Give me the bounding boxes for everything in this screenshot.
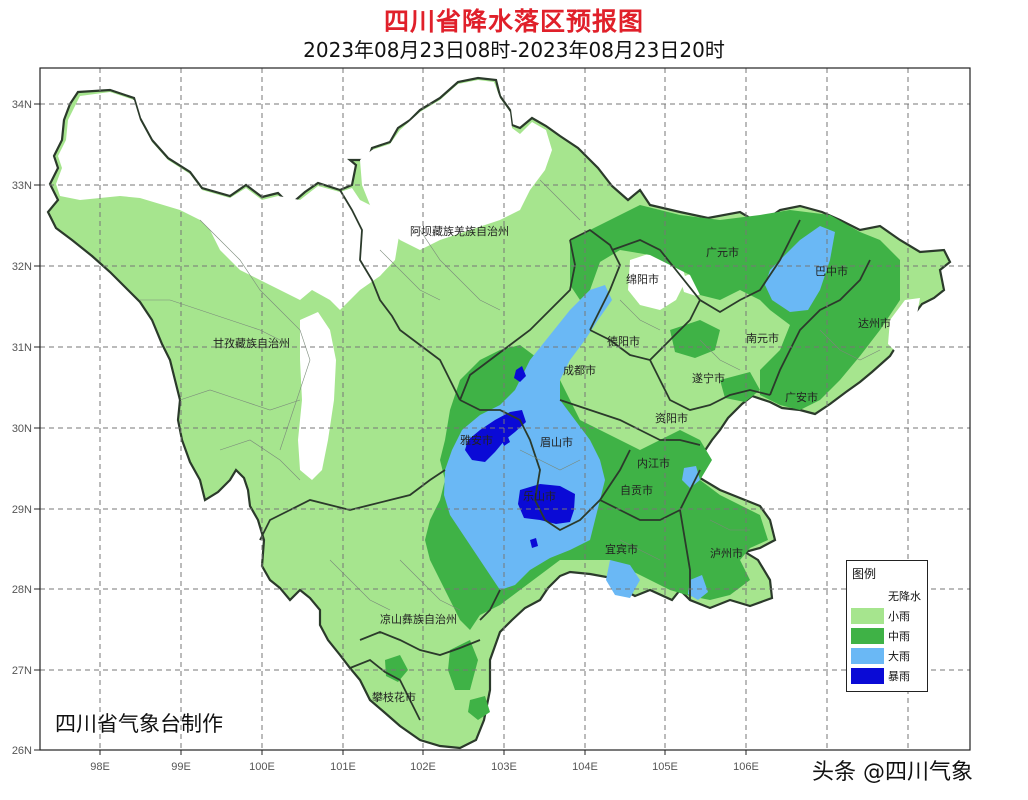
lon-label: 98E [90, 761, 110, 773]
city-label: 自贡市 [620, 483, 653, 497]
city-label: 攀枝花市 [372, 690, 416, 704]
legend-label: 中雨 [888, 630, 910, 643]
longitude-labels: 98E 99E 100E 101E 102E 103E 104E 105E 10… [90, 761, 759, 773]
lat-label: 29N [12, 504, 32, 516]
legend-swatch [851, 608, 884, 624]
lat-label: 32N [12, 261, 32, 273]
lat-label: 34N [12, 99, 32, 111]
city-label: 广元市 [706, 245, 739, 259]
legend: 图例 无降水 小雨 中雨 大雨 暴雨 [846, 560, 928, 692]
city-label: 巴中市 [815, 264, 848, 278]
legend-swatch [851, 648, 884, 664]
legend-item-light-rain: 小雨 [851, 607, 927, 625]
lon-label: 104E [572, 761, 598, 773]
lat-label: 28N [12, 584, 32, 596]
lon-label: 99E [171, 761, 191, 773]
legend-swatch [851, 588, 884, 604]
legend-item-moderate-rain: 中雨 [851, 627, 927, 645]
lon-label: 103E [491, 761, 517, 773]
city-label: 遂宁市 [692, 371, 725, 385]
city-label: 宜宾市 [605, 542, 638, 556]
city-label: 南元市 [746, 331, 779, 345]
city-label: 眉山市 [540, 435, 573, 449]
place-labels: 阿坝藏族羌族自治州 甘孜藏族自治州 广元市 巴中市 绵阳市 达州市 德阳市 南元… [213, 224, 891, 704]
county-borders [140, 179, 881, 611]
legend-label: 大雨 [888, 650, 910, 663]
city-label: 乐山市 [523, 489, 556, 503]
city-label: 内江市 [637, 456, 670, 470]
city-label: 达州市 [858, 316, 891, 330]
city-label: 成都市 [563, 363, 596, 377]
map-title: 四川省降水落区预报图 [383, 7, 644, 36]
legend-swatch [851, 628, 884, 644]
city-label: 泸州市 [710, 546, 743, 560]
city-label: 资阳市 [655, 411, 688, 425]
forecast-period: 2023年08月23日08时-2023年08月23日20时 [303, 38, 725, 62]
lat-label: 30N [12, 423, 32, 435]
rainstorm-areas [465, 366, 575, 548]
region-label: 凉山彝族自治州 [380, 612, 457, 626]
lon-label: 106E [733, 761, 759, 773]
city-label: 雅安市 [460, 433, 493, 447]
legend-title: 图例 [852, 567, 877, 581]
latitude-labels: 34N 33N 32N 31N 30N 29N 28N 27N 26N [12, 99, 32, 757]
legend-label: 暴雨 [888, 670, 910, 683]
city-label: 绵阳市 [626, 272, 659, 286]
source-watermark: 头条 @四川气象 [812, 760, 973, 785]
legend-item-rainstorm: 暴雨 [851, 667, 927, 685]
lat-label: 26N [12, 745, 32, 757]
region-label: 阿坝藏族羌族自治州 [410, 224, 509, 238]
region-label: 甘孜藏族自治州 [213, 336, 290, 350]
city-label: 德阳市 [607, 334, 640, 348]
producer-credit: 四川省气象台制作 [55, 712, 223, 736]
axis-ticks [34, 103, 747, 755]
legend-label: 小雨 [888, 610, 910, 623]
city-label: 广安市 [785, 390, 818, 404]
lon-label: 102E [410, 761, 436, 773]
lon-label: 101E [330, 761, 356, 773]
lat-label: 31N [12, 342, 32, 354]
lat-label: 27N [12, 665, 32, 677]
lon-label: 100E [249, 761, 275, 773]
lon-label: 105E [652, 761, 678, 773]
legend-item-no-rain: 无降水 [851, 587, 927, 605]
legend-item-heavy-rain: 大雨 [851, 647, 927, 665]
map-frame [39, 67, 971, 751]
prefecture-borders [259, 189, 871, 721]
legend-swatch [851, 668, 884, 684]
legend-label: 无降水 [888, 590, 921, 603]
lat-label: 33N [12, 180, 32, 192]
